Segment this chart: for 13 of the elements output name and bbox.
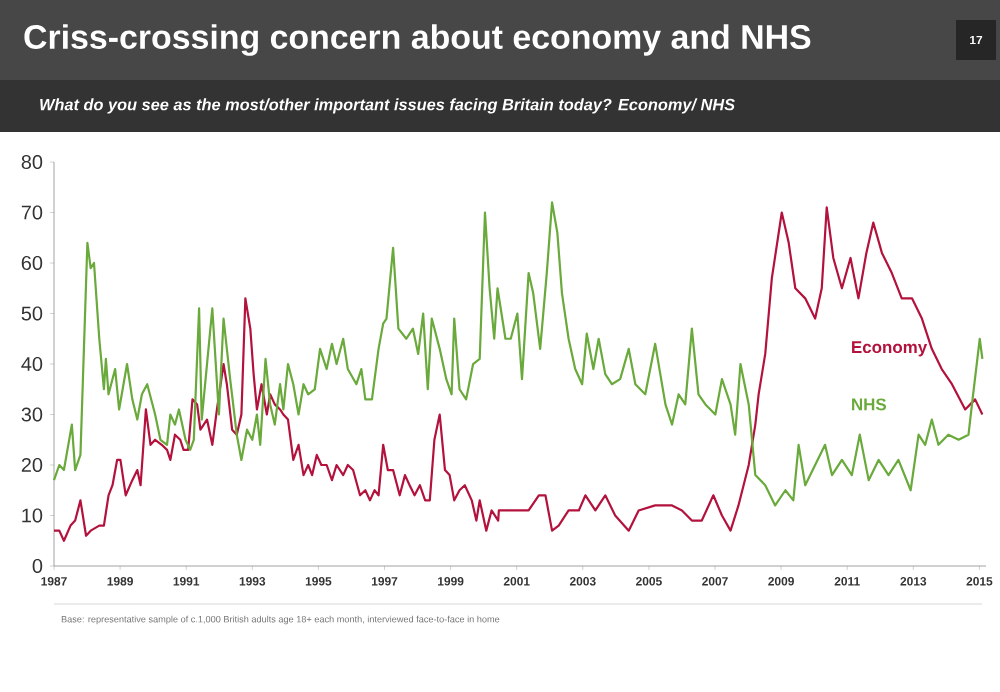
chart-title: Criss-crossing concern about economy and NHS [24,24,811,56]
series-label: Economy [852,341,928,357]
y-tick-label: 40 [21,356,43,372]
y-tick-label: 70 [21,205,43,220]
y-tick-label: 50 [21,306,43,321]
y-tick-label: 80 [21,154,43,170]
y-tick-label: 30 [21,407,43,422]
series-label: NHS [852,398,887,411]
y-tick-label: 20 [21,457,43,473]
chart-subtitle: What do you see as the most/other important issues facing Britain today? Economy/ NHS [40,98,735,114]
y-tick-label: 0 [32,558,43,574]
y-tick-label: 10 [22,508,43,523]
y-tick-label: 60 [21,255,43,271]
